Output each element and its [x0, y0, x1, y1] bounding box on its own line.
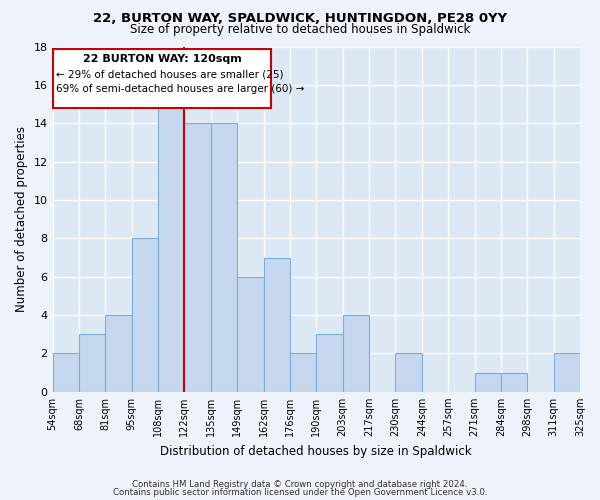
Bar — [290, 354, 316, 392]
FancyBboxPatch shape — [53, 50, 271, 108]
Text: ← 29% of detached houses are smaller (25): ← 29% of detached houses are smaller (25… — [56, 70, 284, 80]
X-axis label: Distribution of detached houses by size in Spaldwick: Distribution of detached houses by size … — [160, 444, 472, 458]
Text: 69% of semi-detached houses are larger (60) →: 69% of semi-detached houses are larger (… — [56, 84, 305, 94]
Text: Contains public sector information licensed under the Open Government Licence v3: Contains public sector information licen… — [113, 488, 487, 497]
Bar — [475, 372, 501, 392]
Bar — [554, 354, 580, 392]
Y-axis label: Number of detached properties: Number of detached properties — [15, 126, 28, 312]
Bar — [105, 315, 131, 392]
Bar — [53, 354, 79, 392]
Bar — [131, 238, 158, 392]
Bar — [211, 123, 237, 392]
Bar — [184, 123, 211, 392]
Bar — [316, 334, 343, 392]
Bar — [263, 258, 290, 392]
Bar — [79, 334, 105, 392]
Text: Size of property relative to detached houses in Spaldwick: Size of property relative to detached ho… — [130, 22, 470, 36]
Bar — [395, 354, 422, 392]
Bar — [158, 104, 184, 392]
Text: 22, BURTON WAY, SPALDWICK, HUNTINGDON, PE28 0YY: 22, BURTON WAY, SPALDWICK, HUNTINGDON, P… — [93, 12, 507, 26]
Bar — [501, 372, 527, 392]
Text: Contains HM Land Registry data © Crown copyright and database right 2024.: Contains HM Land Registry data © Crown c… — [132, 480, 468, 489]
Text: 22 BURTON WAY: 120sqm: 22 BURTON WAY: 120sqm — [83, 54, 241, 64]
Bar — [237, 276, 263, 392]
Bar — [343, 315, 369, 392]
